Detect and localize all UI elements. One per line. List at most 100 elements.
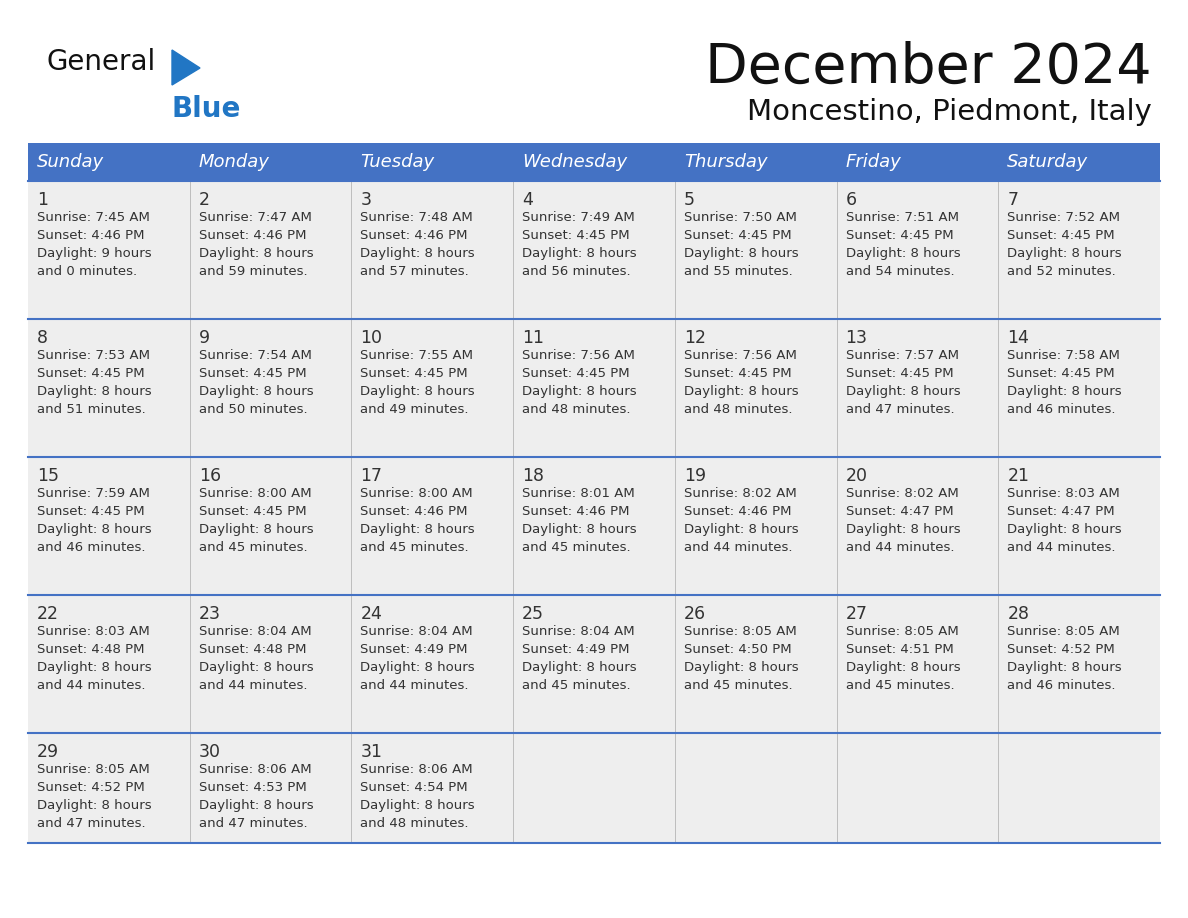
Text: Sunset: 4:46 PM: Sunset: 4:46 PM — [684, 505, 791, 518]
Text: and 50 minutes.: and 50 minutes. — [198, 403, 308, 416]
Text: Sunset: 4:45 PM: Sunset: 4:45 PM — [523, 229, 630, 242]
Text: Moncestino, Piedmont, Italy: Moncestino, Piedmont, Italy — [747, 98, 1152, 126]
Text: Sunset: 4:45 PM: Sunset: 4:45 PM — [846, 229, 953, 242]
Text: Daylight: 8 hours: Daylight: 8 hours — [198, 661, 314, 674]
Bar — [190, 595, 352, 733]
Text: and 44 minutes.: and 44 minutes. — [360, 679, 469, 692]
Text: Daylight: 8 hours: Daylight: 8 hours — [684, 247, 798, 260]
Bar — [190, 181, 352, 319]
Text: Daylight: 8 hours: Daylight: 8 hours — [198, 799, 314, 812]
Text: 10: 10 — [360, 329, 383, 347]
Text: Daylight: 8 hours: Daylight: 8 hours — [846, 385, 960, 398]
Text: Sunrise: 8:04 AM: Sunrise: 8:04 AM — [523, 625, 634, 638]
Bar — [675, 143, 836, 181]
Text: 22: 22 — [37, 605, 59, 623]
Text: Daylight: 8 hours: Daylight: 8 hours — [846, 247, 960, 260]
Text: Daylight: 8 hours: Daylight: 8 hours — [198, 523, 314, 536]
Text: Daylight: 8 hours: Daylight: 8 hours — [684, 523, 798, 536]
Text: Sunrise: 7:49 AM: Sunrise: 7:49 AM — [523, 211, 634, 224]
Text: 6: 6 — [846, 191, 857, 209]
Text: Sunset: 4:47 PM: Sunset: 4:47 PM — [846, 505, 953, 518]
Bar — [836, 595, 998, 733]
Text: Sunrise: 8:00 AM: Sunrise: 8:00 AM — [198, 487, 311, 500]
Text: Daylight: 8 hours: Daylight: 8 hours — [360, 661, 475, 674]
Text: Daylight: 8 hours: Daylight: 8 hours — [1007, 523, 1121, 536]
Text: and 52 minutes.: and 52 minutes. — [1007, 265, 1116, 278]
Bar — [352, 595, 513, 733]
Text: Sunrise: 7:53 AM: Sunrise: 7:53 AM — [37, 349, 150, 362]
Bar — [513, 595, 675, 733]
Text: 3: 3 — [360, 191, 372, 209]
Text: 29: 29 — [37, 743, 59, 761]
Text: 14: 14 — [1007, 329, 1029, 347]
Bar — [836, 181, 998, 319]
Text: and 55 minutes.: and 55 minutes. — [684, 265, 792, 278]
Text: Sunset: 4:52 PM: Sunset: 4:52 PM — [37, 781, 145, 794]
Text: Sunrise: 8:04 AM: Sunrise: 8:04 AM — [198, 625, 311, 638]
Text: Daylight: 8 hours: Daylight: 8 hours — [1007, 247, 1121, 260]
Text: Sunrise: 7:54 AM: Sunrise: 7:54 AM — [198, 349, 311, 362]
Text: Tuesday: Tuesday — [360, 153, 435, 171]
Text: 12: 12 — [684, 329, 706, 347]
Text: and 48 minutes.: and 48 minutes. — [360, 817, 469, 830]
Bar — [352, 143, 513, 181]
Text: Sunrise: 7:45 AM: Sunrise: 7:45 AM — [37, 211, 150, 224]
Text: Sunrise: 7:58 AM: Sunrise: 7:58 AM — [1007, 349, 1120, 362]
Text: and 49 minutes.: and 49 minutes. — [360, 403, 469, 416]
Text: Sunset: 4:45 PM: Sunset: 4:45 PM — [846, 367, 953, 380]
Bar — [836, 457, 998, 595]
Text: Sunrise: 8:02 AM: Sunrise: 8:02 AM — [684, 487, 797, 500]
Text: Daylight: 9 hours: Daylight: 9 hours — [37, 247, 152, 260]
Text: Sunset: 4:46 PM: Sunset: 4:46 PM — [523, 505, 630, 518]
Bar — [352, 181, 513, 319]
Text: Daylight: 8 hours: Daylight: 8 hours — [523, 247, 637, 260]
Text: 2: 2 — [198, 191, 210, 209]
Bar — [998, 457, 1159, 595]
Text: Daylight: 8 hours: Daylight: 8 hours — [360, 523, 475, 536]
Bar — [29, 595, 190, 733]
Bar — [675, 457, 836, 595]
Text: and 45 minutes.: and 45 minutes. — [846, 679, 954, 692]
Bar — [998, 319, 1159, 457]
Text: and 44 minutes.: and 44 minutes. — [37, 679, 145, 692]
Text: Sunset: 4:49 PM: Sunset: 4:49 PM — [360, 643, 468, 656]
Text: and 0 minutes.: and 0 minutes. — [37, 265, 137, 278]
Text: and 54 minutes.: and 54 minutes. — [846, 265, 954, 278]
Text: Sunrise: 8:05 AM: Sunrise: 8:05 AM — [37, 763, 150, 776]
Text: 5: 5 — [684, 191, 695, 209]
Bar — [352, 457, 513, 595]
Bar — [675, 733, 836, 843]
Text: Sunset: 4:50 PM: Sunset: 4:50 PM — [684, 643, 791, 656]
Text: Sunset: 4:46 PM: Sunset: 4:46 PM — [37, 229, 145, 242]
Text: and 47 minutes.: and 47 minutes. — [37, 817, 146, 830]
Bar — [190, 733, 352, 843]
Text: General: General — [48, 48, 157, 76]
Text: and 44 minutes.: and 44 minutes. — [684, 541, 792, 554]
Text: Monday: Monday — [198, 153, 270, 171]
Text: Sunday: Sunday — [37, 153, 105, 171]
Text: 4: 4 — [523, 191, 533, 209]
Text: Wednesday: Wednesday — [523, 153, 627, 171]
Text: 24: 24 — [360, 605, 383, 623]
Bar — [352, 733, 513, 843]
Text: Sunset: 4:45 PM: Sunset: 4:45 PM — [37, 367, 145, 380]
Text: Sunset: 4:52 PM: Sunset: 4:52 PM — [1007, 643, 1116, 656]
Text: Daylight: 8 hours: Daylight: 8 hours — [360, 799, 475, 812]
Text: Sunset: 4:45 PM: Sunset: 4:45 PM — [360, 367, 468, 380]
Text: Blue: Blue — [172, 95, 241, 123]
Text: and 47 minutes.: and 47 minutes. — [846, 403, 954, 416]
Text: Daylight: 8 hours: Daylight: 8 hours — [37, 661, 152, 674]
Text: Sunset: 4:54 PM: Sunset: 4:54 PM — [360, 781, 468, 794]
Text: 8: 8 — [37, 329, 48, 347]
Polygon shape — [172, 50, 200, 85]
Text: Daylight: 8 hours: Daylight: 8 hours — [37, 523, 152, 536]
Text: 21: 21 — [1007, 467, 1029, 485]
Text: Sunset: 4:45 PM: Sunset: 4:45 PM — [1007, 367, 1114, 380]
Text: Daylight: 8 hours: Daylight: 8 hours — [846, 523, 960, 536]
Text: Sunset: 4:46 PM: Sunset: 4:46 PM — [360, 505, 468, 518]
Bar — [998, 181, 1159, 319]
Text: Daylight: 8 hours: Daylight: 8 hours — [684, 661, 798, 674]
Bar — [836, 143, 998, 181]
Text: 13: 13 — [846, 329, 867, 347]
Text: Sunrise: 7:55 AM: Sunrise: 7:55 AM — [360, 349, 474, 362]
